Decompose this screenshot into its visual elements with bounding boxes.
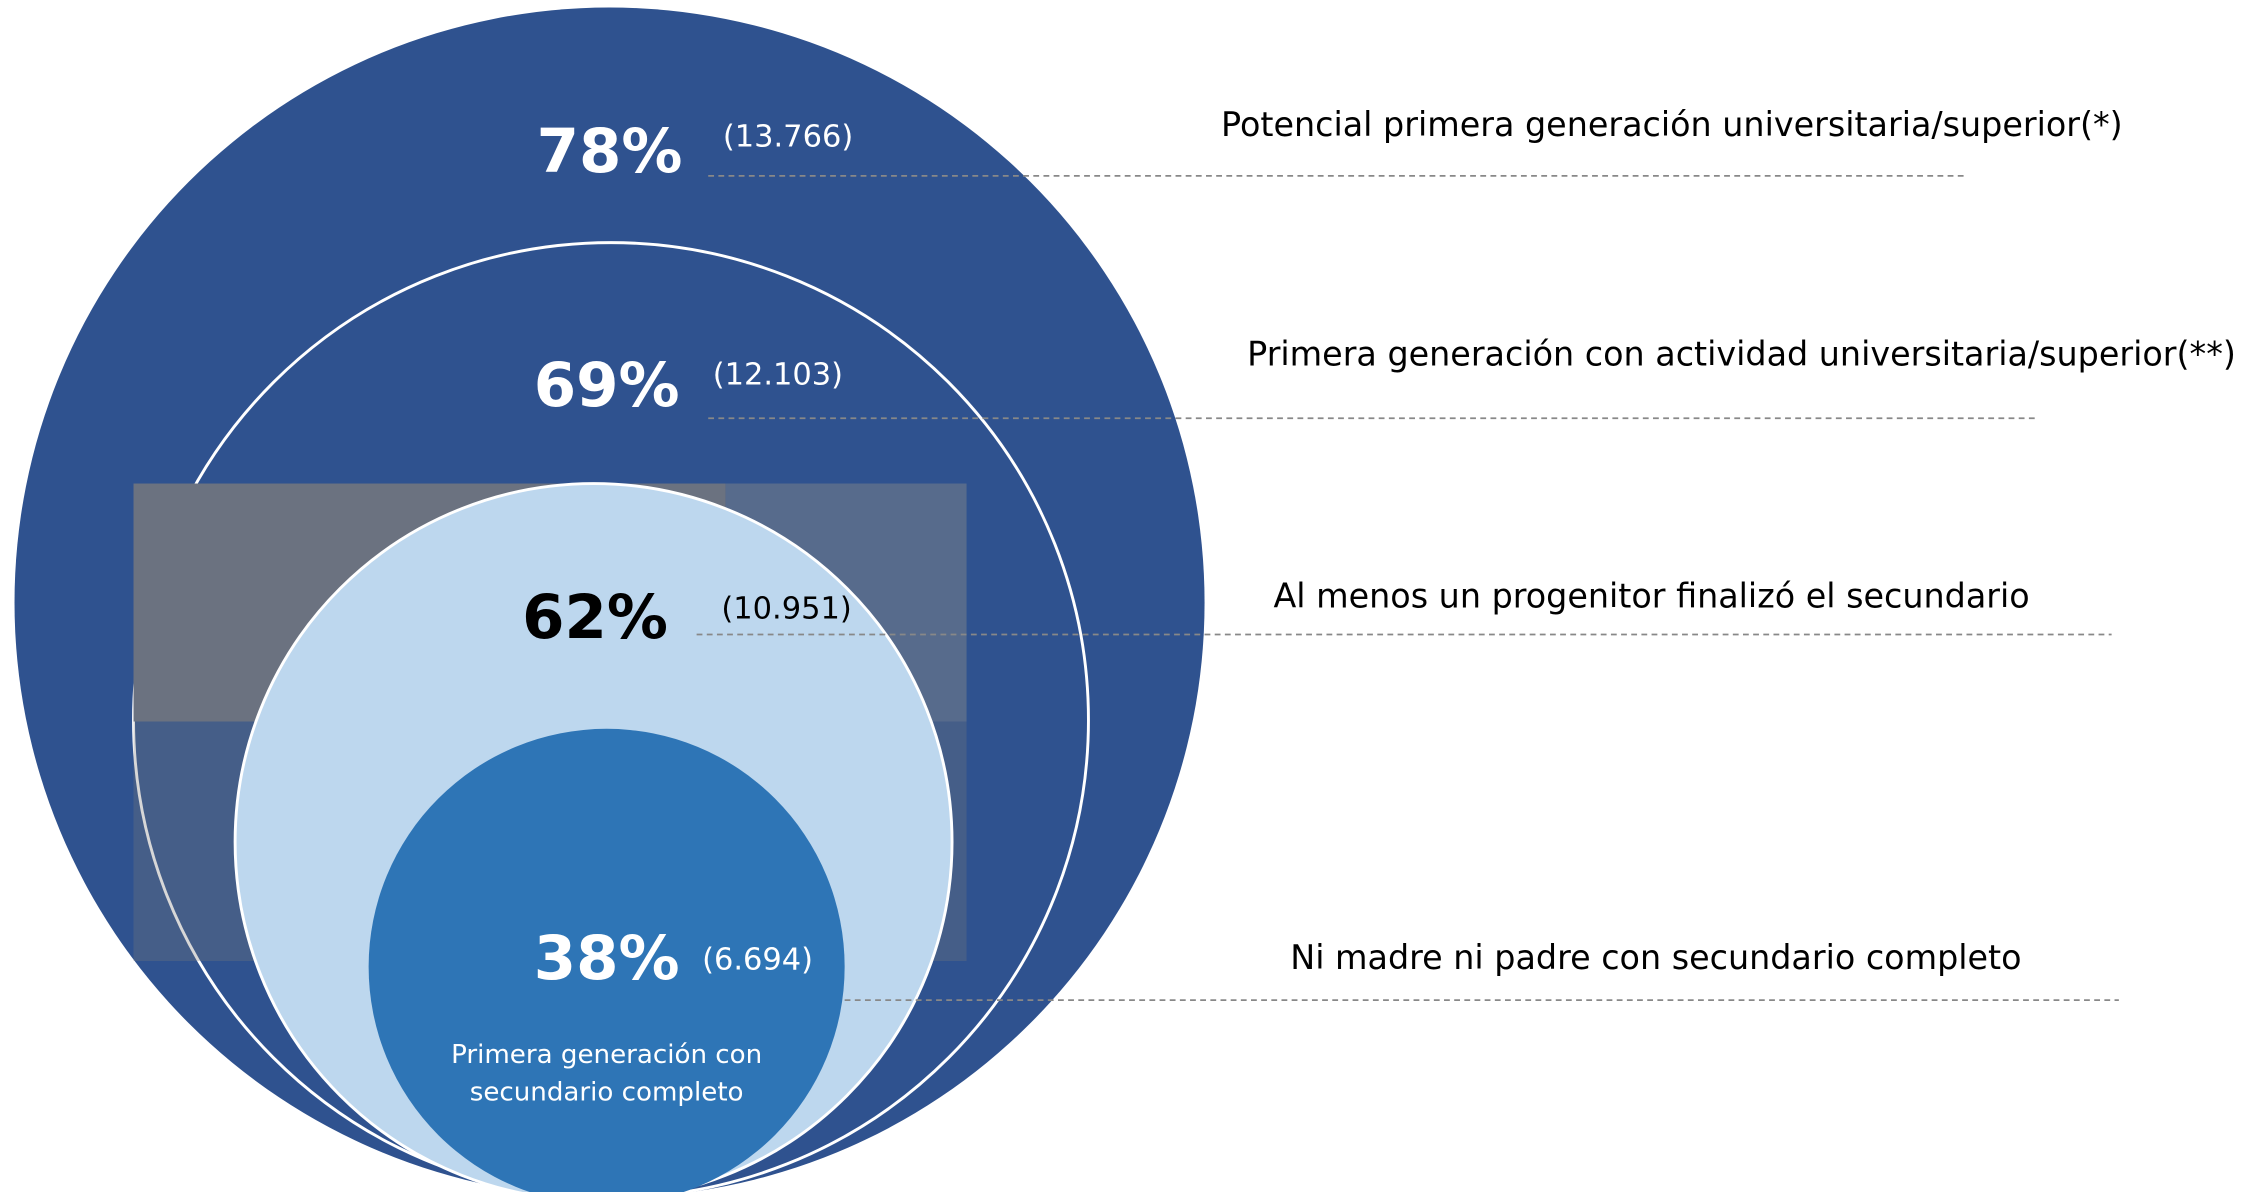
percent: 38% (534, 923, 680, 994)
count: (6.694) (702, 942, 813, 977)
inner-circle (368, 728, 845, 1192)
percent: 69% (534, 350, 680, 421)
count: (12.103) (713, 358, 843, 393)
percent: 78% (537, 116, 683, 187)
level-label: Primera generación con actividad univers… (1247, 334, 2236, 373)
count: (10.951) (721, 591, 851, 626)
count: (13.766) (723, 120, 853, 155)
inner-label: secundario completo (470, 1078, 744, 1108)
level-label: Al menos un progenitor finalizó el secun… (1273, 577, 2029, 616)
level-label: Ni madre ni padre con secundario complet… (1290, 938, 2021, 977)
level-label: Potencial primera generación universitar… (1221, 105, 2123, 144)
inner-label: Primera generación con (451, 1040, 762, 1070)
percent: 62% (522, 582, 668, 653)
